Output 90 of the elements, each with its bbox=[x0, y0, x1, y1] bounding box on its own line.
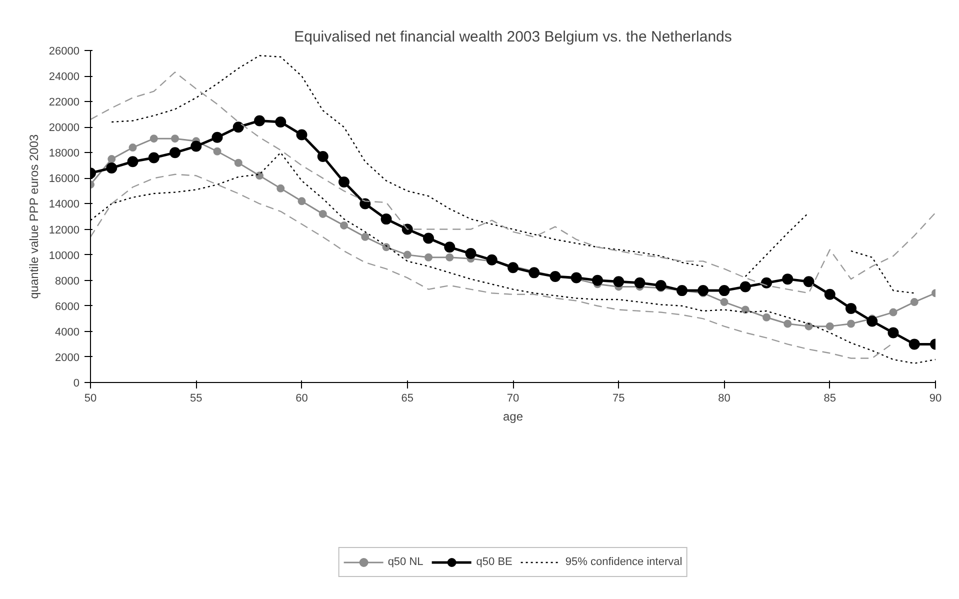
point bbox=[382, 243, 390, 252]
y-tick-label: 24000 bbox=[48, 71, 80, 84]
point bbox=[296, 129, 308, 140]
point bbox=[592, 274, 603, 286]
point bbox=[380, 214, 392, 225]
point bbox=[866, 316, 878, 327]
point bbox=[424, 253, 432, 262]
y-tick-label: 12000 bbox=[48, 224, 80, 236]
point bbox=[127, 156, 138, 168]
legend-label: q50 NL bbox=[388, 556, 424, 568]
x-tick-label: 60 bbox=[296, 392, 308, 404]
legend-label: q50 BE bbox=[476, 556, 512, 568]
point bbox=[423, 232, 434, 244]
x-tick-label: 80 bbox=[718, 392, 730, 404]
point bbox=[232, 122, 244, 133]
point bbox=[826, 322, 834, 330]
point bbox=[256, 172, 264, 180]
point bbox=[508, 262, 518, 274]
x-tick-label: 90 bbox=[929, 392, 942, 404]
x-tick-label: 55 bbox=[190, 392, 202, 404]
point bbox=[634, 277, 646, 288]
x-axis-title: age bbox=[502, 410, 524, 424]
point bbox=[720, 298, 728, 306]
point bbox=[213, 147, 222, 156]
x-tick-label: 70 bbox=[506, 392, 520, 404]
point bbox=[761, 277, 772, 288]
point bbox=[150, 134, 158, 143]
point bbox=[402, 224, 413, 235]
x-tick-label: 65 bbox=[401, 392, 414, 404]
y-tick-label: 0 bbox=[73, 378, 80, 390]
point bbox=[889, 308, 898, 316]
point bbox=[190, 140, 202, 152]
y-tick-label: 26000 bbox=[48, 46, 80, 58]
point bbox=[910, 298, 918, 306]
point bbox=[741, 306, 750, 314]
point bbox=[317, 150, 328, 162]
point bbox=[570, 272, 582, 284]
point bbox=[148, 152, 160, 164]
point bbox=[888, 327, 899, 338]
point bbox=[718, 285, 730, 296]
point bbox=[655, 280, 666, 291]
point bbox=[361, 232, 370, 241]
point bbox=[446, 253, 454, 262]
point bbox=[170, 147, 180, 158]
point bbox=[803, 276, 814, 288]
chart-title: Equivalised net financial wealth 2003 Belgium vs. the Netherlands bbox=[294, 28, 732, 46]
point bbox=[804, 322, 813, 330]
point bbox=[298, 197, 306, 206]
point bbox=[254, 115, 265, 126]
point bbox=[128, 144, 137, 152]
point bbox=[824, 288, 836, 300]
x-tick-label: 85 bbox=[824, 392, 836, 404]
point bbox=[762, 313, 770, 322]
point bbox=[465, 248, 476, 260]
point bbox=[698, 285, 709, 296]
point bbox=[528, 267, 540, 278]
point bbox=[275, 116, 286, 128]
point bbox=[276, 184, 285, 192]
point bbox=[846, 302, 856, 314]
legend-label: 95% confidence interval bbox=[565, 556, 682, 568]
y-tick-label: 20000 bbox=[48, 122, 80, 134]
x-tick-label: 50 bbox=[84, 392, 97, 404]
y-tick-label: 4000 bbox=[55, 326, 80, 338]
point bbox=[106, 162, 118, 174]
y-axis-title: quantile value PPP euros 2003 bbox=[26, 134, 41, 299]
point bbox=[212, 132, 223, 143]
point bbox=[740, 281, 751, 292]
point bbox=[171, 134, 179, 143]
x-tick-label: 75 bbox=[612, 392, 625, 404]
y-tick-label: 6000 bbox=[55, 300, 80, 313]
point bbox=[784, 320, 792, 328]
y-tick-label: 16000 bbox=[48, 173, 80, 186]
y-tick-label: 2000 bbox=[55, 352, 80, 364]
point bbox=[444, 242, 456, 253]
point bbox=[338, 176, 350, 188]
point bbox=[318, 210, 327, 218]
point bbox=[234, 158, 242, 167]
point bbox=[403, 250, 412, 259]
y-tick-label: 8000 bbox=[55, 275, 80, 288]
y-tick-label: 22000 bbox=[48, 96, 80, 109]
point bbox=[847, 320, 855, 328]
point bbox=[486, 254, 498, 266]
point bbox=[108, 155, 116, 164]
point bbox=[782, 274, 794, 285]
point bbox=[340, 221, 348, 230]
y-tick-label: 18000 bbox=[48, 148, 80, 160]
y-tick-label: 10000 bbox=[48, 250, 80, 262]
point bbox=[908, 338, 920, 350]
point bbox=[613, 276, 624, 288]
y-tick-label: 14000 bbox=[48, 198, 80, 211]
